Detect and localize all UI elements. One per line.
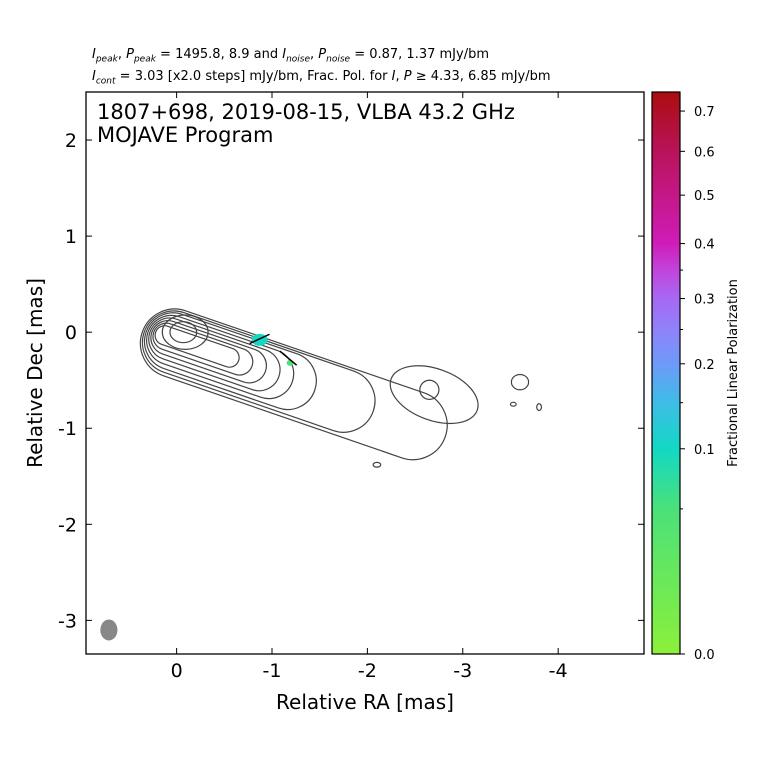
y-tick-label: -3 xyxy=(58,610,77,632)
y-tick-label: 2 xyxy=(65,130,77,152)
x-tick-label: -2 xyxy=(358,660,377,682)
colorbar xyxy=(652,92,680,654)
contour-level xyxy=(389,365,479,425)
y-tick-label: 0 xyxy=(65,322,77,344)
beam-layer xyxy=(100,619,118,641)
contour-level xyxy=(161,314,209,350)
colorbar-tick-label: 0.0 xyxy=(694,648,715,663)
colorbar-tick-label: 0.6 xyxy=(694,145,715,160)
x-tick-label: -4 xyxy=(549,660,568,682)
contour-map xyxy=(139,308,543,468)
contour-level xyxy=(148,317,281,392)
contour-component xyxy=(510,373,530,391)
x-tick-label: -1 xyxy=(263,660,282,682)
colorbar-label: Fractional Linear Polarization xyxy=(726,279,741,467)
x-axis-label: Relative RA [mas] xyxy=(276,690,454,714)
contour-component xyxy=(372,461,382,468)
colorbar-tick-label: 0.4 xyxy=(694,238,715,253)
colorbar-tick-label: 0.1 xyxy=(694,443,715,458)
beam-ellipse xyxy=(100,619,118,641)
colorbar-ticks: 0.0 0.1 0.2 0.3 0.4 0.5 0.6 0.7 xyxy=(680,105,715,663)
contour-component xyxy=(419,379,440,400)
colorbar-frame xyxy=(651,91,681,655)
colorbar-tick-label: 0.3 xyxy=(694,293,715,308)
header-line-2: Icont = 3.03 [x2.0 steps] mJy/bm, Frac. … xyxy=(92,69,551,87)
y-tick-label: -1 xyxy=(58,418,77,440)
colorbar-tick-label: 0.2 xyxy=(694,358,715,373)
y-tick-label: -2 xyxy=(58,514,77,536)
colorbar-tick-label: 0.5 xyxy=(694,189,715,204)
y-axis-label: Relative Dec [mas] xyxy=(23,278,47,468)
contour-level xyxy=(143,312,317,411)
contour-component xyxy=(509,401,517,407)
contour-level xyxy=(146,314,295,400)
contour-level xyxy=(169,321,198,344)
plot-title-line-2: MOJAVE Program xyxy=(97,123,273,147)
colorbar-tick-label: 0.7 xyxy=(694,105,715,120)
x-tick-label: 0 xyxy=(171,660,183,682)
contour-level xyxy=(141,310,376,433)
contour-level xyxy=(150,319,267,384)
x-axis-ticks: 0 -1 -2 -3 -4 xyxy=(171,92,568,682)
contour-level xyxy=(139,308,448,461)
contour-level xyxy=(154,325,240,368)
evpa-vector xyxy=(249,333,270,345)
plot-frame xyxy=(85,91,645,655)
evpa-vector xyxy=(279,350,298,366)
contour-component xyxy=(536,403,543,412)
header-line-1: Ipeak, Ppeak = 1495.8, 8.9 and Inoise, P… xyxy=(92,47,489,65)
y-tick-label: 1 xyxy=(65,226,77,248)
plot-title-line-1: 1807+698, 2019-08-15, VLBA 43.2 GHz xyxy=(97,100,515,124)
y-axis-ticks: 2 1 0 -1 -2 -3 xyxy=(58,130,644,632)
x-tick-label: -3 xyxy=(453,660,472,682)
polarization-layer xyxy=(249,333,298,366)
